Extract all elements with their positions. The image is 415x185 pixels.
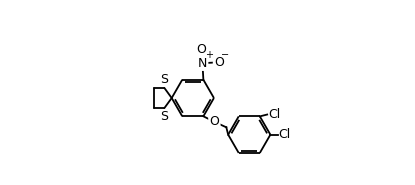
Text: O: O (210, 115, 219, 128)
Text: N: N (198, 57, 207, 70)
Text: Cl: Cl (278, 128, 291, 141)
Text: +: + (205, 51, 213, 60)
Text: Cl: Cl (268, 108, 281, 121)
Text: −: − (221, 50, 229, 60)
Text: S: S (160, 73, 168, 85)
Text: O: O (214, 56, 224, 69)
Text: S: S (160, 110, 168, 124)
Text: O: O (197, 43, 207, 56)
